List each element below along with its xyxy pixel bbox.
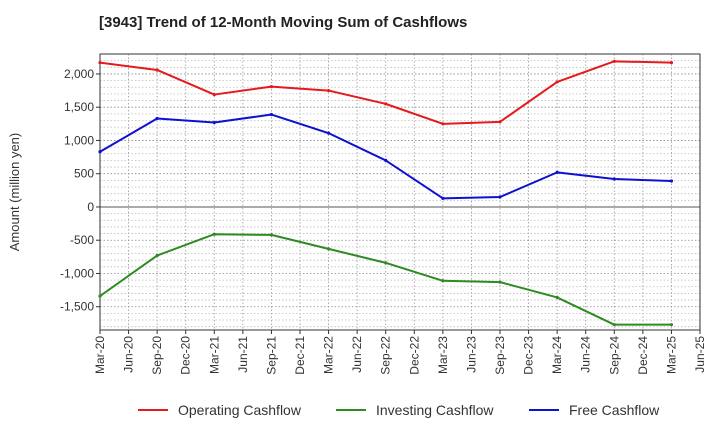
operating-cashflow-point (555, 80, 559, 84)
x-tick-label: Jun-20 (122, 336, 136, 373)
investing-cashflow-point (669, 323, 674, 327)
operating-cashflow-point (155, 68, 159, 72)
grid-lines (100, 53, 700, 330)
x-tick-label: Mar-24 (550, 336, 564, 374)
y-tick-label: -1,000 (60, 266, 94, 280)
x-tick-label: Jun-25 (693, 336, 707, 373)
investing-cashflow-point (441, 279, 445, 283)
x-tick-label: Sep-21 (264, 336, 278, 375)
free-cashflow-point (498, 195, 502, 199)
free-cashflow-point (555, 170, 559, 174)
investing-cashflow-point (98, 294, 102, 298)
plot-frame (99, 53, 701, 331)
operating-cashflow-point (212, 92, 216, 97)
free-cashflow-point (384, 158, 388, 163)
operating-cashflow-point (612, 59, 616, 63)
operating-cashflow-point (269, 84, 274, 89)
series-lines (98, 59, 674, 327)
x-tick-label: Jun-24 (579, 336, 593, 373)
y-tick-label: -1,500 (60, 300, 94, 314)
x-tick-label: Sep-23 (493, 336, 507, 375)
x-tick-label: Jun-21 (236, 336, 250, 373)
free-cashflow-point (612, 177, 616, 181)
legend: Operating Cashflow Investing Cashflow Free… (138, 402, 660, 418)
free-cashflow-point (326, 131, 331, 135)
y-tick-label: 2,000 (64, 67, 94, 81)
x-tick-label: Jun-22 (350, 336, 364, 373)
x-tick-label: Sep-20 (150, 336, 164, 375)
free-cashflow-point (441, 196, 445, 200)
free-cashflow-point (155, 116, 159, 121)
free-cashflow-point (269, 112, 274, 117)
investing-cashflow-legend-label: Investing Cashflow (376, 402, 494, 418)
plot-area (100, 54, 700, 330)
x-tick-label: Mar-22 (322, 336, 336, 374)
operating-cashflow-legend-label: Operating Cashflow (178, 402, 302, 418)
x-tick-label: Dec-20 (179, 336, 193, 375)
investing-cashflow-point (384, 261, 388, 265)
y-tick-label: 1,500 (64, 100, 94, 114)
free-cashflow-point (98, 150, 102, 154)
investing-cashflow-point (155, 253, 159, 258)
x-tick-label: Dec-23 (522, 336, 536, 375)
x-tick-label: Dec-21 (293, 336, 307, 375)
operating-cashflow-point (384, 102, 388, 106)
x-tick-label: Sep-22 (379, 336, 393, 375)
investing-cashflow-point (212, 232, 216, 236)
x-tick-label: Mar-23 (436, 336, 450, 374)
operating-cashflow-point (441, 122, 445, 126)
x-axis-ticks: Mar-20 Jun-20 Sep-20 Dec-20 Mar-21 Jun-21 Sep-… (93, 330, 707, 375)
x-tick-label: Dec-22 (407, 336, 421, 375)
y-axis-ticks: 2,000 1,500 1,000 500 0 -500 -1,000 -1,500 (60, 67, 100, 314)
investing-cashflow-point (612, 323, 616, 327)
investing-cashflow-point (555, 295, 559, 300)
investing-cashflow-point (269, 233, 274, 237)
x-tick-label: Sep-24 (607, 336, 621, 375)
y-tick-label: -500 (70, 233, 94, 247)
free-cashflow-legend-label: Free Cashflow (569, 402, 660, 418)
operating-cashflow-point (326, 88, 331, 93)
x-tick-label: Mar-20 (93, 336, 107, 374)
investing-cashflow-point (498, 280, 502, 284)
x-tick-label: Jun-23 (464, 336, 478, 373)
y-tick-label: 0 (87, 200, 94, 214)
chart-title: [3943] Trend of 12-Month Moving Sum of C… (99, 14, 468, 31)
operating-cashflow-point (669, 61, 674, 65)
y-tick-label: 500 (74, 167, 94, 181)
x-tick-label: Dec-24 (636, 336, 650, 375)
x-tick-label: Mar-25 (664, 336, 678, 374)
free-cashflow-point (669, 179, 674, 183)
y-tick-label: 1,000 (64, 133, 94, 147)
operating-cashflow-point (98, 61, 102, 65)
x-tick-label: Mar-21 (207, 336, 221, 374)
investing-cashflow-point (326, 247, 331, 251)
y-axis-label: Amount (million yen) (7, 133, 22, 252)
free-cashflow-point (212, 120, 216, 125)
operating-cashflow-point (498, 120, 502, 124)
